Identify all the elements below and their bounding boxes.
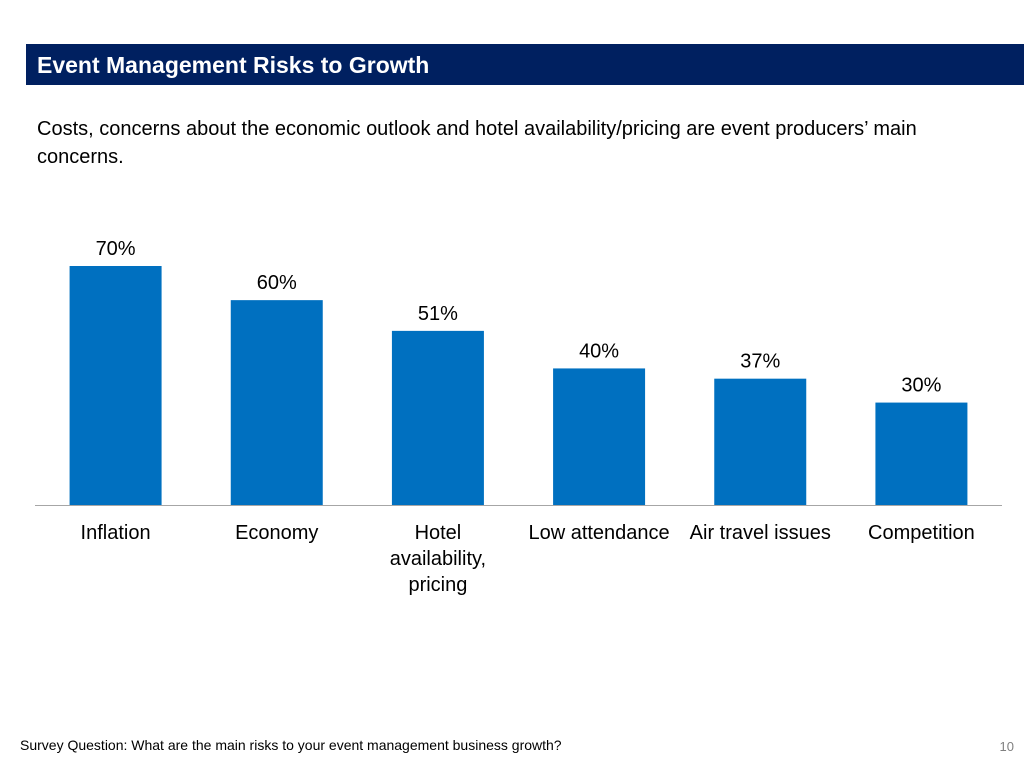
data-label-3: 40% (579, 340, 619, 362)
category-label-2: Hotel availability, pricing (390, 522, 486, 596)
bar-0 (69, 266, 162, 505)
bar-5 (875, 402, 968, 505)
bar-3 (553, 368, 646, 505)
data-label-2: 51% (418, 303, 458, 325)
data-label-5: 30% (901, 375, 941, 397)
category-label-5: Competition (868, 522, 975, 544)
bar-4 (714, 378, 807, 505)
data-label-0: 70% (96, 238, 136, 260)
bar-2 (391, 330, 484, 505)
data-label-4: 37% (740, 351, 780, 373)
slide-subtitle: Costs, concerns about the economic outlo… (37, 118, 917, 168)
data-label-1: 60% (257, 272, 297, 294)
bar-1 (230, 300, 323, 505)
category-label-1: Economy (235, 522, 318, 544)
slide-title: Event Management Risks to Growth (26, 44, 1024, 85)
survey-question-footnote: Survey Question: What are the main risks… (20, 737, 562, 753)
category-label-0: Inflation (81, 522, 151, 544)
category-label-4: Air travel issues (690, 522, 831, 544)
category-label-3: Low attendance (528, 522, 669, 544)
page-number: 10 (999, 739, 1014, 754)
